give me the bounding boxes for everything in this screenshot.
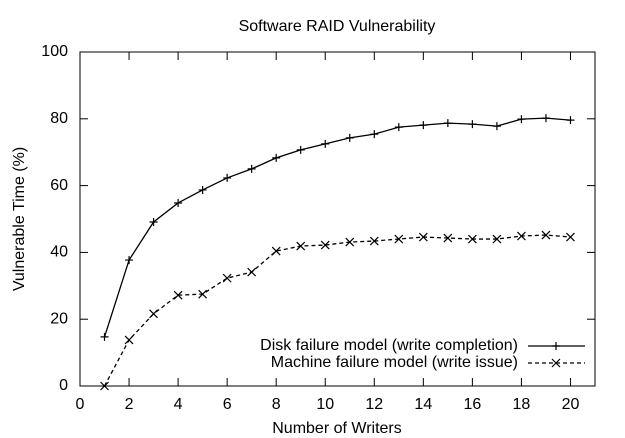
point-marker <box>492 122 501 131</box>
legend-marker <box>552 342 560 350</box>
plot-frame <box>79 51 596 387</box>
point-marker <box>198 185 207 194</box>
y-tick-label: 0 <box>59 377 68 394</box>
point-marker <box>492 234 502 244</box>
point-marker <box>100 332 109 341</box>
x-tick-label: 20 <box>562 396 580 413</box>
point-marker <box>541 114 550 123</box>
x-tick-label: 14 <box>414 396 432 413</box>
legend-label: Disk failure model (write completion) <box>260 337 518 354</box>
point-marker <box>272 153 281 162</box>
point-marker <box>198 289 208 299</box>
y-tick-label: 100 <box>41 43 68 60</box>
point-marker <box>467 234 477 244</box>
x-tick-label: 8 <box>272 396 281 413</box>
x-tick-label: 6 <box>223 396 232 413</box>
series-line <box>103 117 571 338</box>
y-axis-label: Vulnerable Time (%) <box>11 147 28 291</box>
x-tick-label: 4 <box>174 396 183 413</box>
point-marker <box>247 164 256 173</box>
point-marker <box>296 241 306 251</box>
point-marker <box>517 115 526 124</box>
point-marker <box>125 256 134 265</box>
point-marker <box>369 236 379 246</box>
point-marker <box>100 381 109 391</box>
point-marker <box>321 139 330 148</box>
x-tick-label: 10 <box>316 396 334 413</box>
y-tick-label: 20 <box>50 310 68 327</box>
point-marker <box>174 198 183 207</box>
point-marker <box>443 119 452 128</box>
legend-label: Machine failure model (write issue) <box>271 354 518 371</box>
point-marker <box>419 121 428 130</box>
point-marker <box>345 133 354 142</box>
point-marker <box>345 237 355 247</box>
x-tick-label: 16 <box>463 396 481 413</box>
point-marker <box>541 230 551 240</box>
x-tick-label: 12 <box>365 396 383 413</box>
point-marker <box>149 218 158 227</box>
point-marker <box>566 232 575 242</box>
point-marker <box>149 309 158 319</box>
point-marker <box>418 232 428 242</box>
x-axis-label: Number of Writers <box>272 420 402 437</box>
point-marker <box>443 233 453 243</box>
point-marker <box>271 246 281 256</box>
series-line <box>103 234 571 387</box>
point-marker <box>247 267 257 277</box>
point-marker <box>394 234 404 244</box>
point-marker <box>223 173 232 182</box>
point-marker <box>468 120 477 129</box>
point-marker <box>173 290 183 300</box>
point-marker <box>394 123 403 132</box>
y-tick-label: 80 <box>50 110 68 127</box>
point-marker <box>517 231 526 241</box>
point-marker <box>296 145 305 154</box>
point-marker <box>222 273 232 283</box>
point-marker <box>320 240 330 250</box>
chart-title: Software RAID Vulnerability <box>239 18 436 35</box>
x-tick-label: 0 <box>76 396 85 413</box>
point-marker <box>370 130 379 139</box>
point-marker <box>124 335 134 345</box>
y-tick-label: 60 <box>50 177 68 194</box>
legend-marker <box>551 358 561 368</box>
point-marker <box>566 116 575 125</box>
y-tick-label: 40 <box>50 244 68 261</box>
x-tick-label: 2 <box>125 396 134 413</box>
x-tick-label: 18 <box>513 396 531 413</box>
